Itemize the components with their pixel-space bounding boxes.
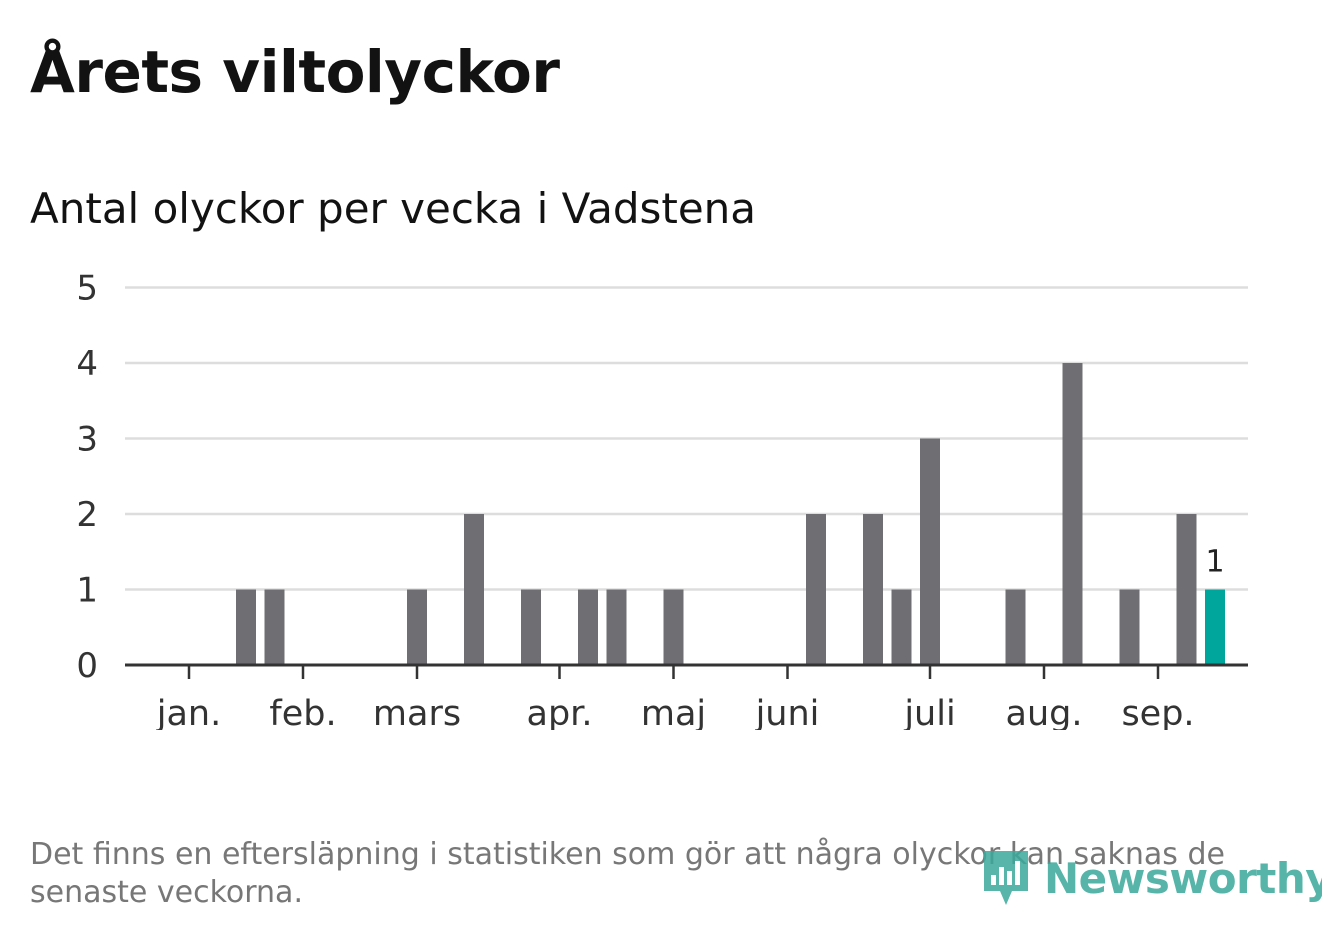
bar bbox=[1119, 589, 1140, 665]
x-tick-label: feb. bbox=[269, 694, 336, 730]
bar-chart: 0 1 2 3 4 5 1 jan. feb. mars apr. maj juni juli aug. se… bbox=[76, 269, 1248, 730]
bar bbox=[578, 589, 598, 665]
bar bbox=[863, 514, 883, 665]
x-tick-label: juni bbox=[755, 694, 820, 730]
newsworthy-logo-text: Newsworthy bbox=[1044, 853, 1322, 903]
bar bbox=[407, 589, 427, 665]
bar bbox=[521, 589, 541, 665]
y-tick-label: 0 bbox=[76, 646, 98, 686]
bar bbox=[891, 589, 912, 665]
bar bbox=[464, 514, 484, 665]
bar bbox=[1062, 363, 1083, 665]
bar bbox=[806, 514, 826, 665]
bar bbox=[1005, 589, 1026, 665]
bar bbox=[236, 589, 256, 665]
x-tick-label: sep. bbox=[1121, 694, 1194, 730]
x-tick-label: apr. bbox=[527, 694, 593, 730]
x-tick-label: juli bbox=[903, 694, 955, 730]
x-tick-label: aug. bbox=[1006, 694, 1083, 730]
bar bbox=[606, 589, 627, 665]
x-tick-label: maj bbox=[641, 694, 706, 730]
newsworthy-logo-icon bbox=[984, 851, 1028, 905]
chart-title: Årets viltolyckor bbox=[30, 38, 560, 106]
x-tick-label: mars bbox=[373, 694, 461, 730]
y-tick-label: 1 bbox=[76, 571, 98, 611]
bar bbox=[920, 438, 940, 665]
x-tick-label: jan. bbox=[156, 694, 221, 730]
bar-value-label: 1 bbox=[1205, 545, 1224, 580]
y-tick-label: 2 bbox=[76, 495, 98, 535]
newsworthy-logo: Newsworthy bbox=[980, 846, 1322, 910]
bar bbox=[264, 589, 285, 665]
bar bbox=[663, 589, 684, 665]
bar bbox=[1176, 514, 1197, 665]
y-tick-label: 4 bbox=[76, 344, 98, 384]
y-tick-label: 3 bbox=[76, 420, 98, 460]
highlight-bar bbox=[1205, 589, 1225, 665]
chart-subtitle: Antal olyckor per vecka i Vadstena bbox=[30, 184, 757, 233]
y-tick-label: 5 bbox=[76, 269, 98, 309]
